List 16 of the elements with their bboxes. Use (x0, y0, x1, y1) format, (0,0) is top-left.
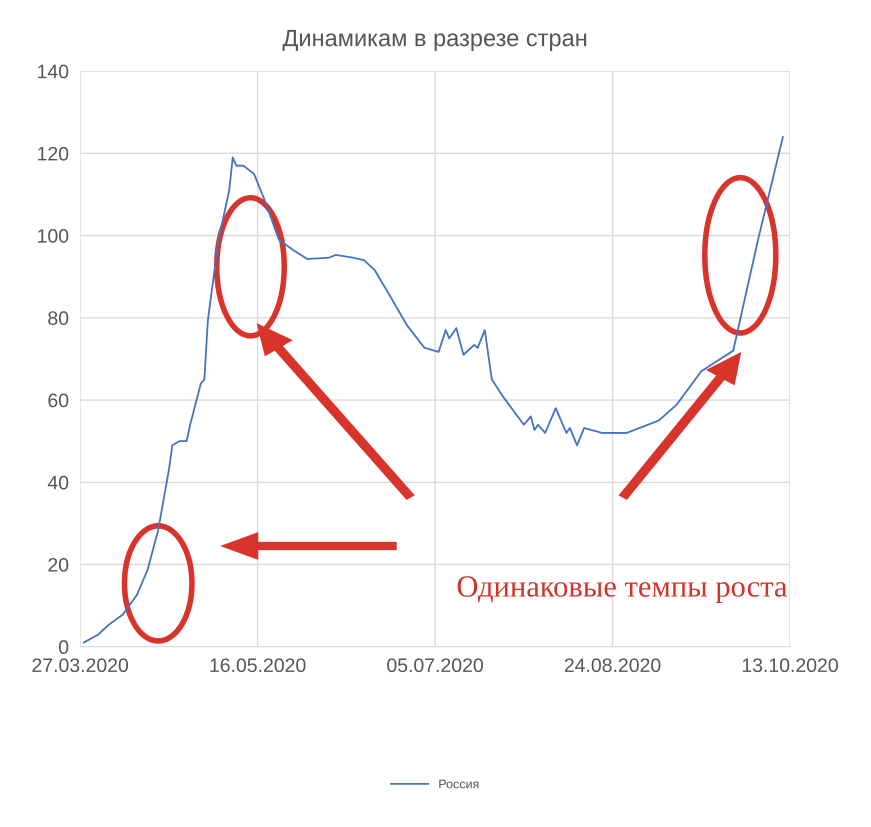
y-tick-label: 60 (48, 394, 68, 408)
legend-label: Россия (439, 780, 478, 788)
annotation: Одинаковые темпы роста (458, 576, 788, 604)
x-tick-label: 13.10.2020 (742, 658, 838, 672)
x-tick-label: 05.07.2020 (387, 658, 483, 672)
x-tick-label: 16.05.2020 (210, 658, 306, 672)
x-tick-label: 27.03.2020 (32, 658, 128, 672)
y-tick-label: 80 (48, 311, 68, 326)
y-tick-label: 40 (48, 476, 68, 490)
y-tick-label: 100 (38, 229, 68, 243)
x-tick-label: 24.08.2020 (564, 658, 660, 672)
y-tick-label: 0 (58, 640, 68, 654)
y-tick-label: 120 (38, 146, 68, 161)
y-tick-label: 140 (38, 64, 68, 78)
y-tick-label: 20 (48, 558, 68, 572)
chart-title: Динамикам в разрезе стран (282, 30, 586, 52)
